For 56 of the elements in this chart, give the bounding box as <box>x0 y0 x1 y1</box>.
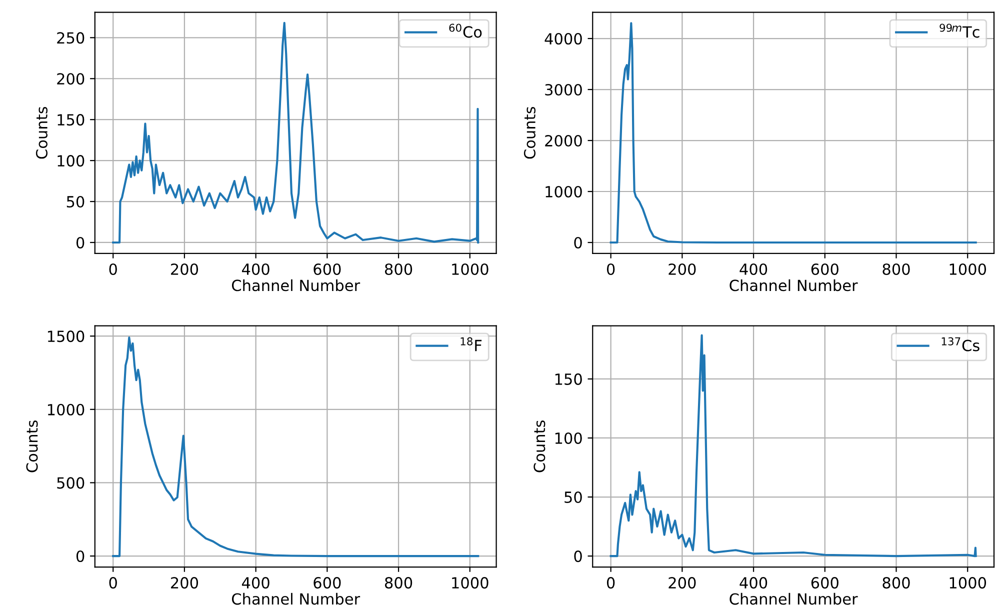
x-tick-label: 400 <box>740 577 768 589</box>
x-tick-label: 800 <box>384 263 412 276</box>
legend-label: $^{60}$Co <box>449 24 482 38</box>
x-tick-label: 0 <box>109 577 117 589</box>
y-tick-label: 50 <box>66 196 84 208</box>
y-axis-title: Counts <box>36 106 48 159</box>
x-tick-label: 600 <box>314 577 341 589</box>
x-tick-label: 0 <box>109 263 117 276</box>
x-tick-label: 1000 <box>950 263 986 276</box>
line-series <box>112 336 480 558</box>
y-tick-label: 3000 <box>545 84 582 96</box>
x-tick-label: 400 <box>242 263 270 276</box>
x-tick-label: 400 <box>242 577 270 589</box>
x-tick-label: 600 <box>811 263 838 276</box>
x-tick-label: 1000 <box>452 263 488 276</box>
legend-label: $^{137}$Cs <box>942 337 980 352</box>
x-axis-title: Channel Number <box>730 592 858 605</box>
y-tick-label: 500 <box>57 477 84 489</box>
y-tick-label: 50 <box>564 491 582 504</box>
y-tick-label: 0 <box>76 550 84 562</box>
x-tick-label: 0 <box>606 263 615 276</box>
x-tick-label: 400 <box>740 263 768 276</box>
y-axis-title: Counts <box>524 106 536 159</box>
y-tick-label: 4000 <box>544 32 582 45</box>
x-tick-label: 200 <box>170 577 198 589</box>
x-tick-label: 200 <box>170 263 198 276</box>
x-tick-label: 800 <box>882 263 910 276</box>
y-tick-label: 1000 <box>48 404 84 416</box>
y-tick-label: 100 <box>58 155 84 167</box>
y-tick-label: 0 <box>574 236 582 249</box>
x-tick-label: 600 <box>811 577 838 589</box>
y-tick-label: 250 <box>57 32 84 44</box>
legend-label: $^{99m}$Tc <box>940 24 980 38</box>
x-tick-label: 800 <box>384 577 412 589</box>
x-tick-label: 1000 <box>452 577 488 589</box>
x-tick-label: 1000 <box>950 577 986 589</box>
x-tick-label: 200 <box>668 263 696 276</box>
y-axis-title: Counts <box>26 420 38 472</box>
y-tick-label: 0 <box>76 236 84 249</box>
y-tick-label: 0 <box>574 550 582 562</box>
y-tick-label: 150 <box>555 373 582 385</box>
y-tick-label: 2000 <box>545 134 582 147</box>
x-tick-label: 800 <box>882 577 910 589</box>
x-tick-label: 600 <box>314 263 341 276</box>
y-tick-label: 100 <box>555 432 582 444</box>
legend-label: $^{18}$F <box>460 337 482 352</box>
x-tick-label: 0 <box>606 577 615 589</box>
x-axis-title: Channel Number <box>730 279 858 292</box>
y-tick-label: 150 <box>58 114 84 126</box>
y-tick-label: 1000 <box>546 186 582 198</box>
y-tick-label: 200 <box>57 73 84 85</box>
y-tick-label: 1500 <box>48 330 84 342</box>
x-tick-label: 200 <box>668 577 696 589</box>
x-axis-title: Channel Number <box>232 592 360 605</box>
x-axis-title: Channel Number <box>232 279 360 292</box>
y-axis-title: Counts <box>534 420 546 472</box>
